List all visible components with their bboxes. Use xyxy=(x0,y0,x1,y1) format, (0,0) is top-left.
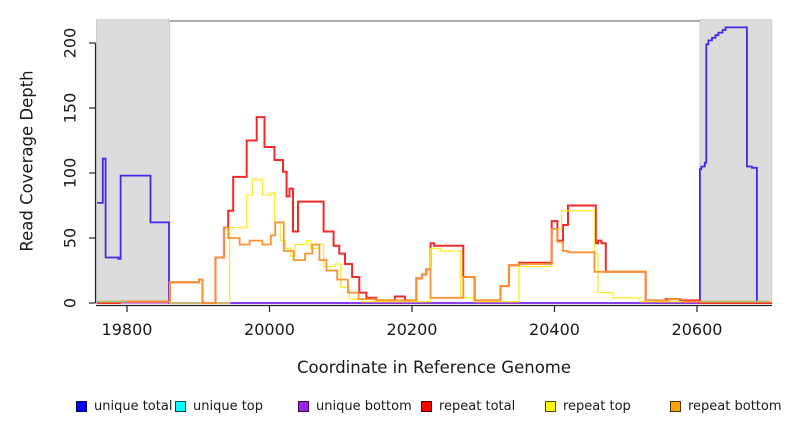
legend-item-repeat-total: repeat total xyxy=(421,399,515,414)
legend-swatch-icon xyxy=(670,401,681,412)
legend-item-unique-top: unique top xyxy=(175,399,263,414)
series-repeat-total xyxy=(97,116,772,304)
y-tick-label: 100 xyxy=(60,157,80,189)
legend-item-repeat-bottom: repeat bottom xyxy=(670,399,782,414)
shaded-region-right-flank xyxy=(699,19,773,304)
x-tick-label: 19800 xyxy=(101,320,153,339)
legend-label: unique top xyxy=(193,399,264,414)
y-tick-label: 200 xyxy=(60,27,80,59)
legend-swatch-icon xyxy=(175,401,186,412)
legend-label: repeat total xyxy=(439,399,516,414)
y-tick-label: 150 xyxy=(60,92,80,124)
x-axis-title: Coordinate in Reference Genome xyxy=(296,358,572,377)
legend-label: unique total xyxy=(94,399,173,414)
x-tick-label: 20000 xyxy=(244,320,295,339)
legend-item-unique-total: unique total xyxy=(76,399,172,414)
series-repeat-top xyxy=(97,178,772,304)
x-tick-label: 20200 xyxy=(386,320,438,339)
y-tick-label: 50 xyxy=(60,227,80,249)
series-unique-total xyxy=(97,26,772,304)
shaded-region-left-flank xyxy=(95,19,171,304)
legend-label: repeat top xyxy=(563,399,631,414)
legend-item-repeat-top: repeat top xyxy=(545,399,631,414)
x-tick-label: 20400 xyxy=(529,320,580,339)
legend-label: repeat bottom xyxy=(688,399,782,414)
legend-swatch-icon xyxy=(76,401,87,412)
legend-item-unique-bottom: unique bottom xyxy=(298,399,412,414)
legend-label: unique bottom xyxy=(316,399,412,414)
legend-swatch-icon xyxy=(298,401,309,412)
legend-swatch-icon xyxy=(545,401,556,412)
y-tick-label: 0 xyxy=(60,297,80,309)
series-repeat-bottom xyxy=(97,221,770,304)
x-tick-label: 20600 xyxy=(671,320,723,339)
legend-swatch-icon xyxy=(421,401,432,412)
y-axis-title: Read Coverage Depth xyxy=(17,70,37,252)
